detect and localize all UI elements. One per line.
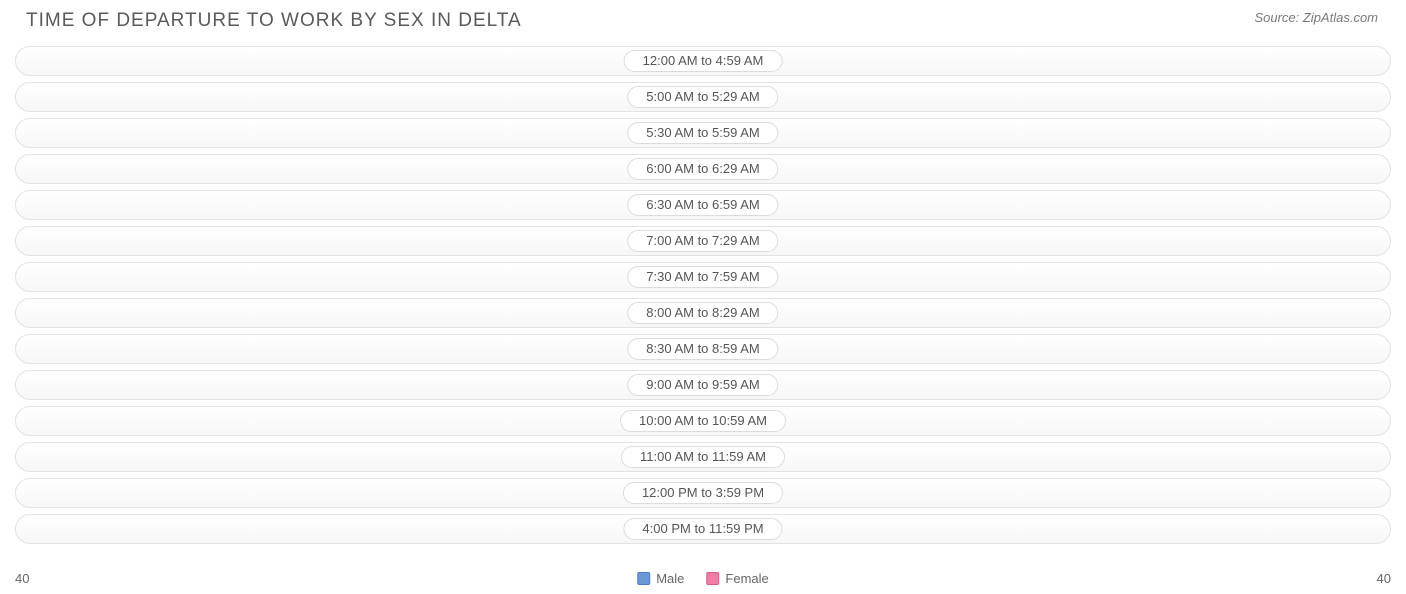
axis-max-right: 40 [1377,571,1391,586]
category-label: 12:00 PM to 3:59 PM [623,482,783,504]
legend-label-male: Male [656,571,684,586]
chart-row: 00006:00 AM to 6:29 AM [15,154,1391,184]
category-label: 11:00 AM to 11:59 AM [621,446,785,468]
chart-area: 000012:00 AM to 4:59 AM 00005:00 AM to 5:… [15,46,1391,560]
chart-row: 00005:30 AM to 5:59 AM [15,118,1391,148]
chart-row: 00007:30 AM to 7:59 AM [15,262,1391,292]
chart-row: 00004:00 PM to 11:59 PM [15,514,1391,544]
chart-footer: 40 Male Female 40 [15,571,1391,586]
chart-row: 00009:00 AM to 9:59 AM [15,370,1391,400]
category-label: 8:00 AM to 8:29 AM [627,302,778,324]
source-attribution: Source: ZipAtlas.com [1254,10,1378,25]
category-label: 4:00 PM to 11:59 PM [623,518,782,540]
chart-title: TIME OF DEPARTURE TO WORK BY SEX IN DELT… [26,10,522,32]
chart-row: 000010:00 AM to 10:59 AM [15,406,1391,436]
chart-row: 00262612:00 PM to 3:59 PM [15,478,1391,508]
female-swatch [706,572,719,585]
legend-item-female: Female [706,571,768,586]
category-label: 10:00 AM to 10:59 AM [620,410,786,432]
male-swatch [637,572,650,585]
category-label: 5:30 AM to 5:59 AM [627,122,778,144]
category-label: 9:00 AM to 9:59 AM [627,374,778,396]
category-label: 7:30 AM to 7:59 AM [627,266,778,288]
chart-row: 000011:00 AM to 11:59 AM [15,442,1391,472]
category-label: 6:00 AM to 6:29 AM [627,158,778,180]
chart-row: 00007:00 AM to 7:29 AM [15,226,1391,256]
category-label: 6:30 AM to 6:59 AM [627,194,778,216]
chart-row: 00005:00 AM to 5:29 AM [15,82,1391,112]
chart-row: 00008:30 AM to 8:59 AM [15,334,1391,364]
chart-row: 00008:00 AM to 8:29 AM [15,298,1391,328]
legend-item-male: Male [637,571,684,586]
legend-label-female: Female [725,571,768,586]
category-label: 12:00 AM to 4:59 AM [624,50,783,72]
legend: Male Female [637,571,769,586]
category-label: 5:00 AM to 5:29 AM [627,86,778,108]
chart-row: 3535006:30 AM to 6:59 AM [15,190,1391,220]
category-label: 8:30 AM to 8:59 AM [627,338,778,360]
category-label: 7:00 AM to 7:29 AM [627,230,778,252]
axis-max-left: 40 [15,571,29,586]
chart-row: 000012:00 AM to 4:59 AM [15,46,1391,76]
